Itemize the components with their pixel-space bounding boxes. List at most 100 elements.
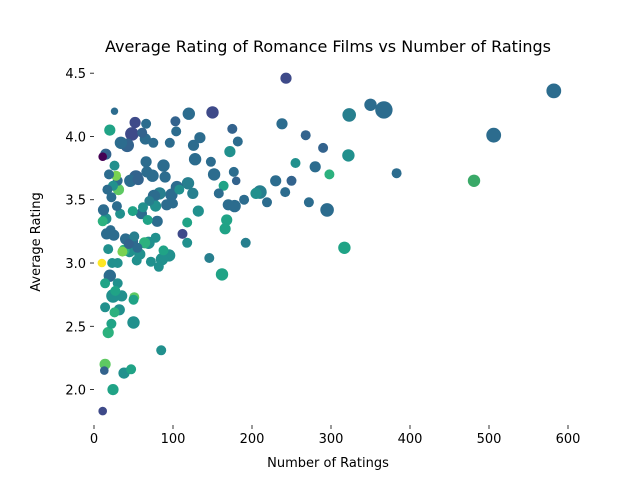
data-point-1 [486,127,502,143]
x-tick-label-1: 100 [161,432,186,447]
data-point-38 [207,168,221,181]
data-point-48 [181,177,195,190]
data-point-49 [182,217,193,228]
data-point-68 [151,215,163,227]
data-point-109 [114,136,128,149]
data-point-96 [127,206,138,217]
data-point-24 [240,237,251,248]
data-point-34 [219,223,231,235]
data-point-119 [109,160,120,171]
data-point-134 [103,244,114,255]
data-point-95 [128,294,139,305]
data-point-61 [159,171,171,183]
data-point-130 [104,124,116,136]
data-point-52 [174,184,185,195]
data-point-31 [224,146,236,158]
y-axis-ticks: 2.0 2.5 3.0 3.5 4.0 4.5 [65,67,94,399]
data-point-9 [324,169,335,180]
data-point-23 [250,187,262,199]
data-point-37 [213,188,224,199]
data-point-12 [309,161,321,173]
y-tick-label-4: 4.0 [65,130,86,145]
data-point-51 [177,228,188,239]
data-point-87 [132,173,144,186]
data-point-98 [125,127,139,141]
data-point-145 [97,216,108,227]
data-point-10 [320,203,334,217]
data-point-91 [129,116,141,129]
data-point-99 [126,364,137,375]
data-point-84 [137,127,148,138]
data-point-129 [105,225,116,236]
data-point-92 [129,231,140,242]
data-point-5 [364,98,377,112]
x-tick-label-5: 500 [477,432,502,447]
data-point-54 [171,126,182,137]
data-point-89 [131,255,142,266]
data-point-65 [156,345,167,356]
x-tick-label-2: 200 [240,432,265,447]
data-point-74 [145,256,156,267]
data-point-133 [102,327,114,339]
data-point-110 [115,208,126,219]
data-point-62 [157,159,170,172]
data-point-4 [375,101,393,119]
data-point-102 [123,239,134,249]
data-point-139 [100,278,111,289]
data-point-6 [342,108,357,122]
data-point-77 [142,215,153,225]
data-point-120 [109,307,120,318]
data-point-132 [104,169,114,180]
data-point-3 [391,168,402,179]
data-point-107 [117,246,128,257]
data-point-20 [270,175,282,187]
y-tick-label-1: 2.5 [65,320,86,335]
data-point-80 [141,118,152,129]
data-point-72 [148,137,159,148]
data-point-39 [206,106,219,119]
data-point-2 [467,174,481,187]
data-point-27 [231,176,241,186]
data-point-67 [153,261,164,272]
data-point-46 [187,187,199,199]
y-tick-label-5: 4.5 [65,67,86,82]
data-point-75 [144,196,155,206]
data-point-94 [127,316,140,329]
data-point-83 [138,202,148,213]
data-point-140 [100,302,111,313]
data-point-127 [106,318,117,329]
data-point-41 [204,253,215,263]
chart-title: Average Rating of Romance Films vs Numbe… [105,37,551,56]
data-point-58 [164,137,175,148]
x-axis-label: Number of Ratings [267,456,389,471]
data-point-118 [110,285,121,296]
data-point-7 [342,149,355,162]
x-tick-label-4: 400 [398,432,423,447]
data-point-35 [218,180,229,191]
data-point-70 [150,232,161,243]
data-point-57 [165,188,178,201]
data-point-78 [141,166,153,178]
data-point-42 [194,132,206,144]
data-point-63 [158,245,169,256]
data-point-142 [100,366,109,375]
data-point-13 [303,197,314,208]
data-point-147 [98,406,107,416]
x-tick-label-0: 0 [90,432,98,447]
data-point-125 [107,384,119,396]
data-point-115 [112,278,123,289]
x-tick-label-3: 300 [319,432,344,447]
data-point-135 [102,184,113,195]
data-point-56 [168,198,178,209]
data-point-33 [221,214,233,226]
y-tick-label-0: 2.0 [65,384,86,399]
data-point-11 [318,142,329,153]
data-point-128 [106,192,117,203]
data-point-144 [98,152,107,161]
data-point-17 [280,72,292,84]
data-point-26 [232,136,243,147]
data-point-47 [182,107,195,120]
data-point-126 [107,258,118,268]
data-point-18 [280,187,291,198]
